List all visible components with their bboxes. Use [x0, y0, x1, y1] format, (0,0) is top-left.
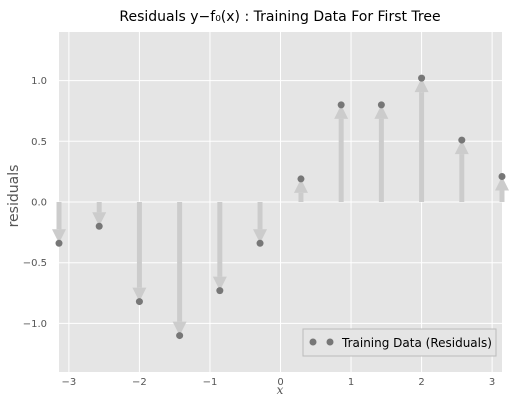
arrow-head	[212, 276, 227, 291]
y-tick-label: 1.0	[31, 76, 47, 87]
chart-title: Residuals y−f₀(x) : Training Data For Fi…	[119, 9, 440, 25]
arrow-head	[52, 229, 66, 244]
residual-arrow	[495, 176, 509, 202]
arrow-head	[253, 229, 268, 244]
data-point	[377, 101, 385, 109]
x-tick-label: −2	[132, 377, 147, 388]
arrow-shaft	[96, 202, 102, 213]
y-tick-labels: −1.0 −0.5 0.0 0.5 1.0	[23, 76, 47, 330]
arrow-shaft	[136, 202, 142, 288]
data-points	[55, 74, 506, 340]
arrow-shaft	[257, 202, 263, 230]
residual-arrow	[172, 202, 187, 336]
data-point	[95, 222, 103, 230]
arrow-shaft	[217, 202, 223, 277]
x-tick-label: 3	[489, 377, 495, 388]
y-tick-label: −0.5	[23, 258, 47, 269]
arrow-head	[414, 78, 429, 93]
residual-arrow	[454, 140, 469, 202]
residual-arrows	[52, 78, 509, 336]
x-tick-labels: −3 −2 −1 0 1 2 3	[62, 377, 496, 388]
arrow-head	[454, 140, 469, 155]
y-axis-label: residuals	[6, 165, 22, 228]
x-tick-label: −1	[203, 377, 218, 388]
x-axis-label: x	[277, 383, 284, 397]
arrow-head	[334, 104, 349, 119]
arrow-shaft	[338, 118, 344, 202]
arrow-head	[374, 104, 389, 119]
arrow-shaft	[56, 202, 62, 230]
residual-arrow	[334, 104, 349, 202]
legend: Training Data (Residuals)	[302, 328, 497, 357]
y-tick-label: 0.5	[31, 137, 47, 148]
residual-arrow	[212, 202, 227, 291]
x-tick-label: 2	[418, 377, 424, 388]
arrow-shaft	[378, 118, 384, 202]
x-tick-label: 1	[348, 377, 354, 388]
residual-arrow	[52, 202, 66, 244]
data-point	[256, 239, 264, 247]
residual-arrow	[253, 202, 268, 244]
residual-arrow	[293, 178, 308, 202]
arrow-shaft	[459, 154, 465, 202]
data-point	[337, 101, 345, 109]
data-point	[418, 74, 426, 82]
data-point	[498, 173, 506, 180]
data-point	[458, 136, 466, 144]
legend-marker	[309, 338, 317, 346]
data-point	[135, 298, 143, 306]
y-tick-label: 0.0	[31, 198, 47, 209]
arrow-head	[92, 212, 107, 227]
legend-marker	[326, 338, 334, 346]
arrow-shaft	[419, 92, 425, 202]
arrow-head	[172, 321, 187, 336]
legend-box	[302, 328, 497, 357]
data-point	[176, 332, 184, 340]
arrow-shaft	[499, 190, 505, 202]
residual-arrow	[374, 104, 389, 202]
residual-arrow	[132, 202, 147, 302]
arrow-head	[495, 176, 509, 191]
data-point	[297, 175, 305, 183]
data-point	[55, 239, 63, 247]
legend-entry-label: Training Data (Residuals)	[341, 336, 492, 350]
arrow-shaft	[298, 192, 304, 202]
data-point	[216, 287, 224, 295]
residual-arrow	[414, 78, 429, 202]
residual-arrow	[92, 202, 107, 227]
arrow-head	[132, 287, 147, 302]
y-tick-label: −1.0	[23, 319, 47, 330]
x-tick-label: 0	[277, 377, 283, 388]
arrow-head	[293, 178, 308, 193]
x-tick-label: −3	[62, 377, 77, 388]
arrow-shaft	[177, 202, 183, 322]
